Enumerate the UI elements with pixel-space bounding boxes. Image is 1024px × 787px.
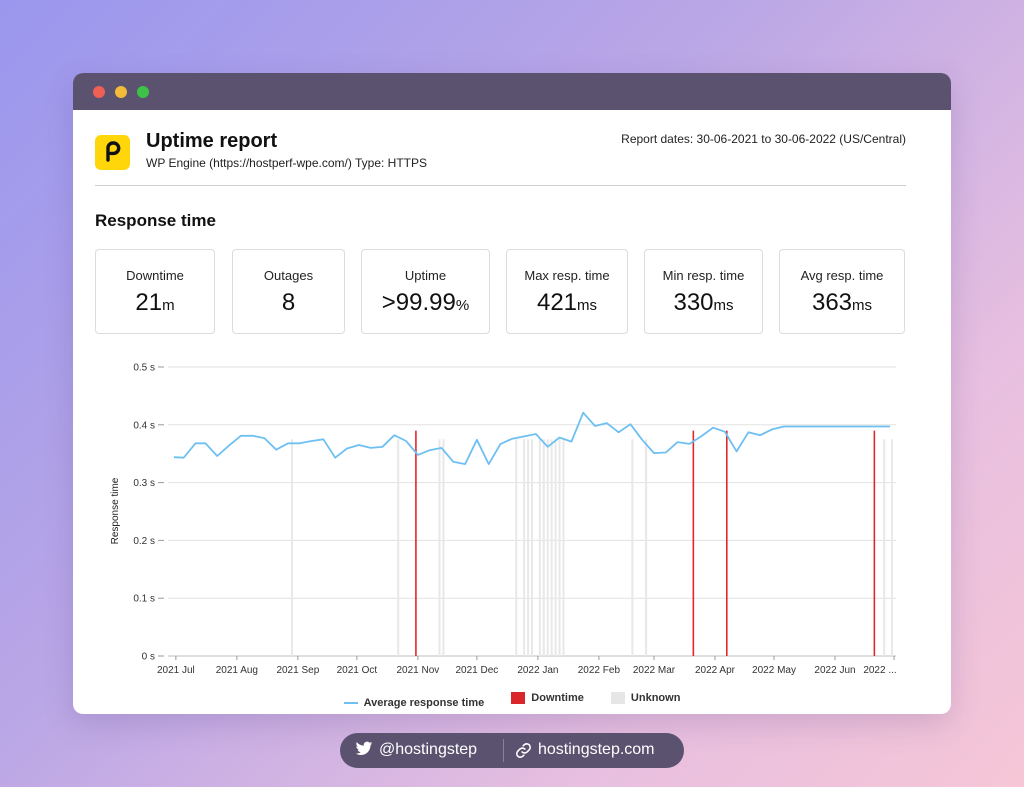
- stat-label: Max resp. time: [524, 268, 610, 283]
- x-tick-label: 2021 Oct: [337, 665, 378, 676]
- x-tick-label: 2021 Aug: [216, 665, 258, 676]
- stat-label: Min resp. time: [662, 268, 745, 283]
- legend-item-downtime[interactable]: Downtime: [511, 692, 584, 704]
- stat-value: 21m: [135, 289, 175, 316]
- x-tick-label: 2022 Apr: [695, 665, 736, 676]
- chart-legend: Average response time Downtime Unknown: [73, 692, 951, 709]
- twitter-handle[interactable]: @hostingstep: [379, 741, 478, 758]
- y-axis-label: Response time: [110, 477, 121, 544]
- report-window: Uptime report WP Engine (https://hostper…: [73, 73, 951, 714]
- stat-card-avg-resp-time: Avg resp. time 363ms: [779, 249, 905, 334]
- stat-card-uptime: Uptime >99.99%: [361, 249, 490, 334]
- x-tick-label: 2022 Feb: [578, 665, 621, 676]
- x-tick-label: 2022 May: [752, 665, 796, 676]
- section-title: Response time: [95, 211, 216, 230]
- legend-item-average-response-time[interactable]: Average response time: [343, 697, 485, 709]
- stat-value: 8: [281, 289, 296, 316]
- legend-downtime-swatch: [511, 692, 526, 704]
- monitor-subtitle: WP Engine (https://hostperf-wpe.com/) Ty…: [146, 156, 427, 170]
- x-tick-label: 2021 Nov: [396, 665, 439, 676]
- stat-label: Avg resp. time: [800, 268, 884, 283]
- y-tick-label: 0 s: [142, 652, 155, 663]
- stat-card-downtime: Downtime 21m: [95, 249, 215, 334]
- maximize-window-button[interactable]: [137, 86, 149, 98]
- y-tick-label: 0.2 s: [133, 536, 155, 547]
- twitter-icon: [355, 741, 373, 762]
- close-window-button[interactable]: [93, 86, 105, 98]
- x-tick-label: 2021 Dec: [456, 665, 499, 676]
- x-tick-label: 2022 Mar: [633, 665, 676, 676]
- stat-label: Downtime: [126, 268, 184, 283]
- stat-label: Outages: [263, 268, 314, 283]
- stat-value: 330ms: [673, 289, 734, 316]
- footer-separator: [503, 739, 504, 762]
- stat-card-outages: Outages 8: [232, 249, 345, 334]
- legend-label: Unknown: [630, 692, 681, 704]
- uptime-logo-icon: [95, 135, 130, 170]
- stat-card-max-resp-time: Max resp. time 421ms: [506, 249, 628, 334]
- x-tick-label: 2022 Jan: [517, 665, 558, 676]
- y-tick-label: 0.3 s: [133, 478, 155, 489]
- x-tick-label: 2021 Sep: [276, 665, 319, 676]
- minimize-window-button[interactable]: [115, 86, 127, 98]
- average-response-time-line: [173, 411, 891, 465]
- stat-card-min-resp-time: Min resp. time 330ms: [644, 249, 763, 334]
- response-time-chart: Response time 0 s 0.1 s 0.2 s 0.3 s 0.4 s 0.5…: [110, 363, 897, 677]
- report-dates: Report dates: 30-06-2021 to 30-06-2022 (…: [621, 132, 906, 146]
- stat-value: 421ms: [536, 289, 598, 316]
- x-tick-label: 2022 Jun: [814, 665, 855, 676]
- stat-label: Uptime: [404, 268, 447, 283]
- legend-label: Downtime: [531, 692, 584, 704]
- legend-label: Average response time: [363, 697, 485, 709]
- stat-value: >99.99%: [381, 289, 470, 316]
- y-tick-label: 0.5 s: [133, 363, 155, 374]
- link-icon: [515, 742, 532, 764]
- x-tick-label: 2021 Jul: [157, 665, 195, 676]
- report-title: Uptime report: [146, 130, 278, 152]
- header-divider: [95, 185, 906, 186]
- stat-value: 363ms: [811, 289, 873, 316]
- x-tick-label: 2022 ...: [863, 665, 896, 676]
- website-link[interactable]: hostingstep.com: [538, 741, 655, 758]
- y-tick-label: 0.4 s: [133, 420, 155, 431]
- y-tick-label: 0.1 s: [133, 594, 155, 605]
- legend-unknown-swatch: [610, 692, 625, 704]
- legend-item-unknown[interactable]: Unknown: [610, 692, 681, 704]
- legend-line-swatch: [343, 702, 358, 704]
- footer-badge: @hostingstep hostingstep.com: [340, 733, 684, 768]
- window-titlebar: [73, 73, 951, 110]
